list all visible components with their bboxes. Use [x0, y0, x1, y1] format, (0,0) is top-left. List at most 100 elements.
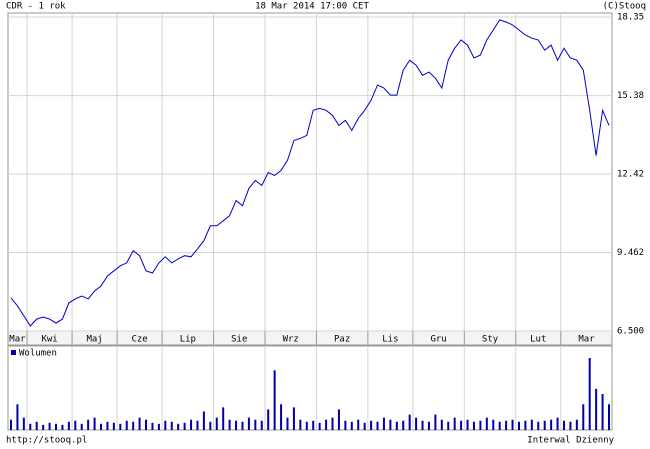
volume-bar	[183, 422, 186, 430]
x-tick-label: Sie	[231, 335, 247, 345]
volume-bar	[100, 423, 103, 430]
volume-bar	[479, 420, 482, 430]
volume-bar	[22, 417, 25, 430]
volume-bar	[556, 417, 559, 430]
x-tick-label: Lut	[530, 335, 546, 345]
volume-bar	[16, 404, 19, 430]
volume-bar	[132, 421, 135, 430]
price-line	[10, 19, 610, 327]
volume-bar	[247, 417, 250, 430]
volume-bar	[235, 420, 238, 430]
volume-bar	[164, 420, 167, 430]
volume-bar	[337, 409, 340, 430]
volume-bar	[93, 417, 96, 430]
volume-bar	[472, 421, 475, 430]
volume-bar	[466, 419, 469, 430]
volume-bar	[215, 417, 218, 430]
volume-bar	[350, 421, 353, 430]
volume-bar	[588, 358, 591, 430]
volume-bar	[305, 421, 308, 430]
volume-bar	[524, 420, 527, 430]
volume-bar	[74, 420, 77, 430]
volume-bar	[170, 421, 173, 430]
volume-bar	[228, 419, 231, 430]
volume-bar	[415, 417, 418, 430]
volume-bar	[112, 422, 115, 430]
volume-bar	[492, 419, 495, 430]
x-tick-label: Lis	[382, 335, 398, 345]
volume-bar	[434, 414, 437, 430]
x-tick-label: Sty	[482, 335, 499, 345]
x-tick-label: Kwi	[41, 335, 57, 345]
x-tick-label: Wrz	[283, 335, 299, 345]
volume-bar	[119, 423, 122, 430]
y-tick-label: 6.500	[617, 327, 644, 337]
volume-bar	[595, 388, 598, 430]
volume-bar	[138, 417, 141, 430]
volume-bar	[357, 419, 360, 430]
x-tick-label: Paz	[334, 335, 350, 345]
volume-bar	[254, 419, 257, 430]
volume-bar	[370, 420, 373, 430]
volume-bar	[517, 421, 520, 430]
volume-bar	[157, 423, 160, 430]
volume-bar	[286, 417, 289, 430]
volume-bar	[427, 421, 430, 430]
volume-bar	[601, 394, 604, 430]
volume-bar	[29, 423, 32, 430]
volume-bar	[48, 422, 51, 430]
volume-bar	[569, 421, 572, 430]
volume-bar	[511, 419, 514, 430]
volume-bar	[267, 409, 270, 430]
volume-bar	[42, 424, 45, 430]
volume-bar	[460, 420, 463, 430]
volume-bar	[575, 419, 578, 430]
volume-bar	[196, 420, 199, 430]
volume-bar	[344, 420, 347, 430]
chart-title: CDR - 1 rok	[6, 2, 66, 12]
volume-bar	[190, 419, 193, 430]
volume-frame	[7, 345, 613, 431]
footer-interval: Interwal Dzienny	[527, 436, 614, 446]
volume-bar	[241, 421, 244, 430]
volume-bar	[530, 419, 533, 430]
volume-bar	[87, 419, 90, 430]
volume-bar	[106, 421, 109, 430]
volume-bar	[408, 414, 411, 430]
volume-bar	[222, 407, 225, 430]
volume-bar	[389, 419, 392, 430]
volume-bar	[10, 419, 12, 430]
volume-bar	[280, 404, 283, 430]
volume-bar	[402, 420, 405, 430]
volume-bar	[440, 419, 443, 430]
volume-bar	[376, 421, 379, 430]
x-tick-label: Gru	[430, 335, 446, 345]
volume-bar	[608, 404, 610, 430]
x-tick-label: Lip	[180, 335, 196, 345]
volume-bar	[453, 417, 456, 430]
volume-bar	[325, 419, 328, 430]
volume-bar	[421, 420, 424, 430]
volume-bar	[312, 420, 315, 430]
volume-bar	[260, 420, 263, 430]
volume-bar	[209, 421, 212, 430]
volume-bar	[543, 420, 546, 430]
volume-bar	[151, 422, 154, 430]
source: (C)Stooq	[603, 2, 646, 12]
legend-label: Wolumen	[19, 349, 57, 359]
x-tick-label: Mar	[9, 335, 26, 345]
volume-bar	[292, 407, 295, 430]
volume-bar	[80, 423, 83, 430]
volume-bar	[61, 424, 64, 430]
volume-bar	[382, 417, 385, 430]
volume-bar	[202, 411, 205, 430]
y-tick-label: 12.42	[617, 170, 644, 180]
volume-bar	[447, 421, 450, 430]
footer-url: http://stooq.pl	[6, 436, 87, 446]
volume-bar	[505, 420, 508, 430]
date: 18 Mar 2014 17:00 CET	[255, 2, 369, 12]
volume-bar	[485, 417, 488, 430]
volume-bar	[177, 423, 180, 430]
